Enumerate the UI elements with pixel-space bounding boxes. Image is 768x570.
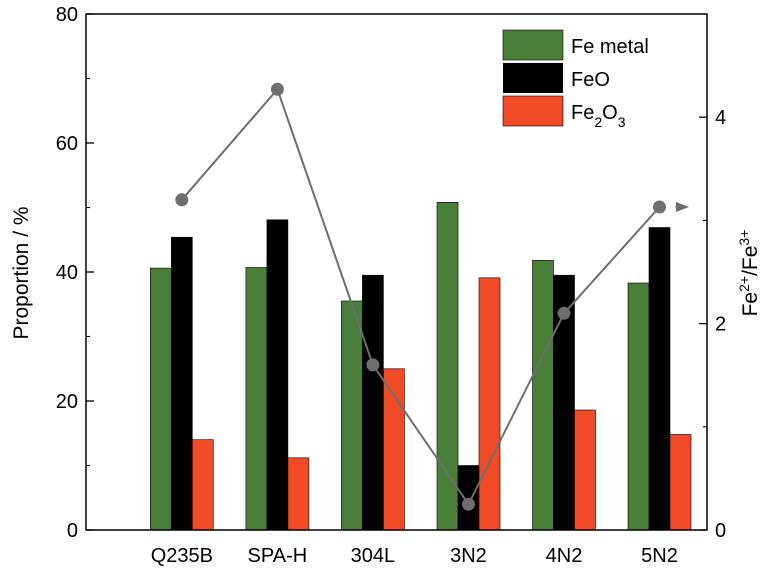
bar-feo-304l [362, 274, 384, 531]
left-tick-label: 40 [56, 262, 78, 284]
bar-feo-5n2 [648, 227, 671, 531]
left-tick-label: 0 [67, 520, 78, 542]
legend-label-fe-metal: Fe metal [571, 36, 649, 58]
bar-feo-spa-h [266, 219, 289, 531]
left-tick-label: 20 [56, 391, 78, 413]
ratio-line [181, 87, 661, 507]
right-tick-label: 2 [715, 314, 726, 336]
legend-label-fe2o3: Fe2O3 [571, 102, 626, 130]
y2-title-sup-3plus: 3+ [736, 230, 752, 246]
x-tick-label: 304L [351, 545, 396, 567]
bar-fe-metal-304l [341, 300, 363, 531]
x-tick-label: 3N2 [450, 545, 487, 567]
left-tick-label: 60 [56, 133, 78, 155]
bar-fe-metal-spa-h [245, 267, 268, 531]
legend-swatch-fe-metal [502, 29, 564, 61]
legend-label-feo: FeO [571, 69, 610, 91]
x-tick-label: Q235B [151, 545, 213, 567]
ratio-point-4n2 [557, 306, 571, 320]
ratio-point-304l [366, 358, 380, 372]
axis-arrow-head [676, 201, 689, 212]
left-axis: 0 20 40 60 80 [56, 4, 94, 542]
bar-fe2o3-spa-h [287, 457, 310, 531]
y2-title-sup-2plus: 2+ [736, 276, 752, 292]
bar-fe2o3-5n2 [669, 434, 692, 531]
bar-fe2o3-q235b [192, 439, 214, 531]
bar-fe-metal-4n2 [532, 260, 554, 531]
ratio-point-q235b [175, 193, 189, 207]
bars-group [150, 202, 692, 531]
ratio-point-3n2 [462, 497, 475, 511]
x-tick-label: 4N2 [546, 545, 583, 567]
y2-title-slash-fe: /Fe [739, 246, 762, 276]
bar-feo-q235b [171, 236, 193, 531]
right-axis: 0 2 4 [699, 107, 726, 542]
bar-fe2o3-3n2 [478, 277, 501, 531]
ratio-point-spa-h [270, 82, 284, 96]
right-tick-label: 0 [715, 520, 726, 542]
y-axis-title: Proportion / % [10, 206, 33, 339]
legend-swatch-fe2o3 [502, 95, 564, 127]
x-tick-label: 5N2 [641, 545, 678, 567]
bar-fe-metal-5n2 [627, 282, 650, 531]
y2-title-fe: Fe [739, 292, 762, 317]
bar-fe2o3-4n2 [574, 409, 596, 531]
bar-fe-metal-q235b [150, 267, 172, 531]
x-axis: Q235B SPA-H 304L 3N2 4N2 5N2 [151, 524, 678, 567]
ratio-line-group [175, 82, 689, 511]
bar-fe2o3-304l [383, 368, 405, 531]
y2-axis-title: Fe2+/Fe3+ [736, 230, 762, 317]
right-tick-label: 4 [715, 107, 726, 129]
left-tick-label: 80 [56, 4, 78, 26]
ratio-point-5n2 [653, 200, 666, 214]
bar-fe-metal-3n2 [436, 202, 459, 531]
x-tick-label: SPA-H [248, 545, 308, 567]
legend-swatch-feo [503, 63, 563, 93]
legend: Fe metal FeO Fe2O3 [502, 29, 649, 130]
